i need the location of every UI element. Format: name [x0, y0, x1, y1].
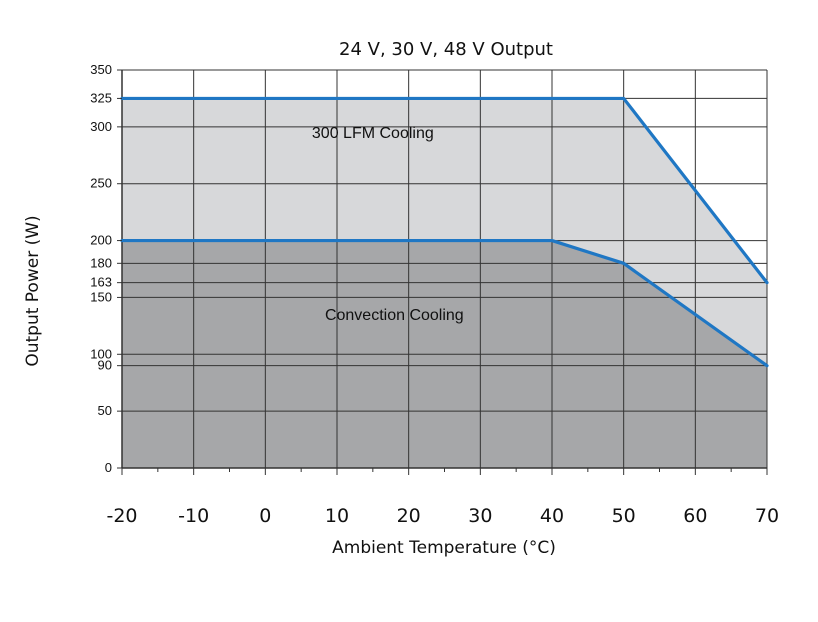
x-tick-label-4: 20	[397, 505, 421, 527]
grid	[121, 69, 768, 469]
y-tick-label-0: 0	[105, 460, 112, 475]
series-convection-line	[120, 238, 769, 368]
x-tick-label-2: 0	[259, 505, 271, 527]
x-tick-label-8: 60	[683, 505, 707, 527]
y-tick-label-2: 90	[98, 358, 112, 373]
x-tick-label-9: 70	[755, 505, 779, 527]
x-tick-label-6: 40	[540, 505, 564, 527]
y-tick-label-5: 163	[90, 275, 112, 290]
annotation-300-lfm-cooling: 300 LFM Cooling	[312, 125, 434, 142]
y-tick-label-3: 100	[90, 346, 112, 361]
y-tick-label-6: 180	[90, 255, 112, 270]
y-tick-label-7: 200	[90, 233, 112, 248]
y-tick-label-1: 50	[98, 403, 112, 418]
x-tick-label-5: 30	[468, 505, 492, 527]
series-300-lfm-line	[120, 96, 769, 285]
x-axis-label: Ambient Temperature (°C)	[332, 538, 556, 558]
x-tick-label-0: -20	[106, 505, 137, 527]
chart-title: 24 V, 30 V, 48 V Output	[339, 39, 553, 60]
x-tick-label-1: -10	[178, 505, 209, 527]
y-tick-label-9: 300	[90, 119, 112, 134]
series-layer	[120, 96, 769, 368]
x-tick-label-7: 50	[612, 505, 636, 527]
y-tick-label-8: 250	[90, 176, 112, 191]
y-axis-label: Output Power (W)	[23, 215, 43, 366]
y-tick-label-11: 350	[90, 62, 112, 77]
x-tick-label-3: 10	[325, 505, 349, 527]
annotation-convection-cooling: Convection Cooling	[325, 307, 464, 324]
y-tick-label-10: 325	[90, 90, 112, 105]
y-tick-label-4: 150	[90, 289, 112, 304]
